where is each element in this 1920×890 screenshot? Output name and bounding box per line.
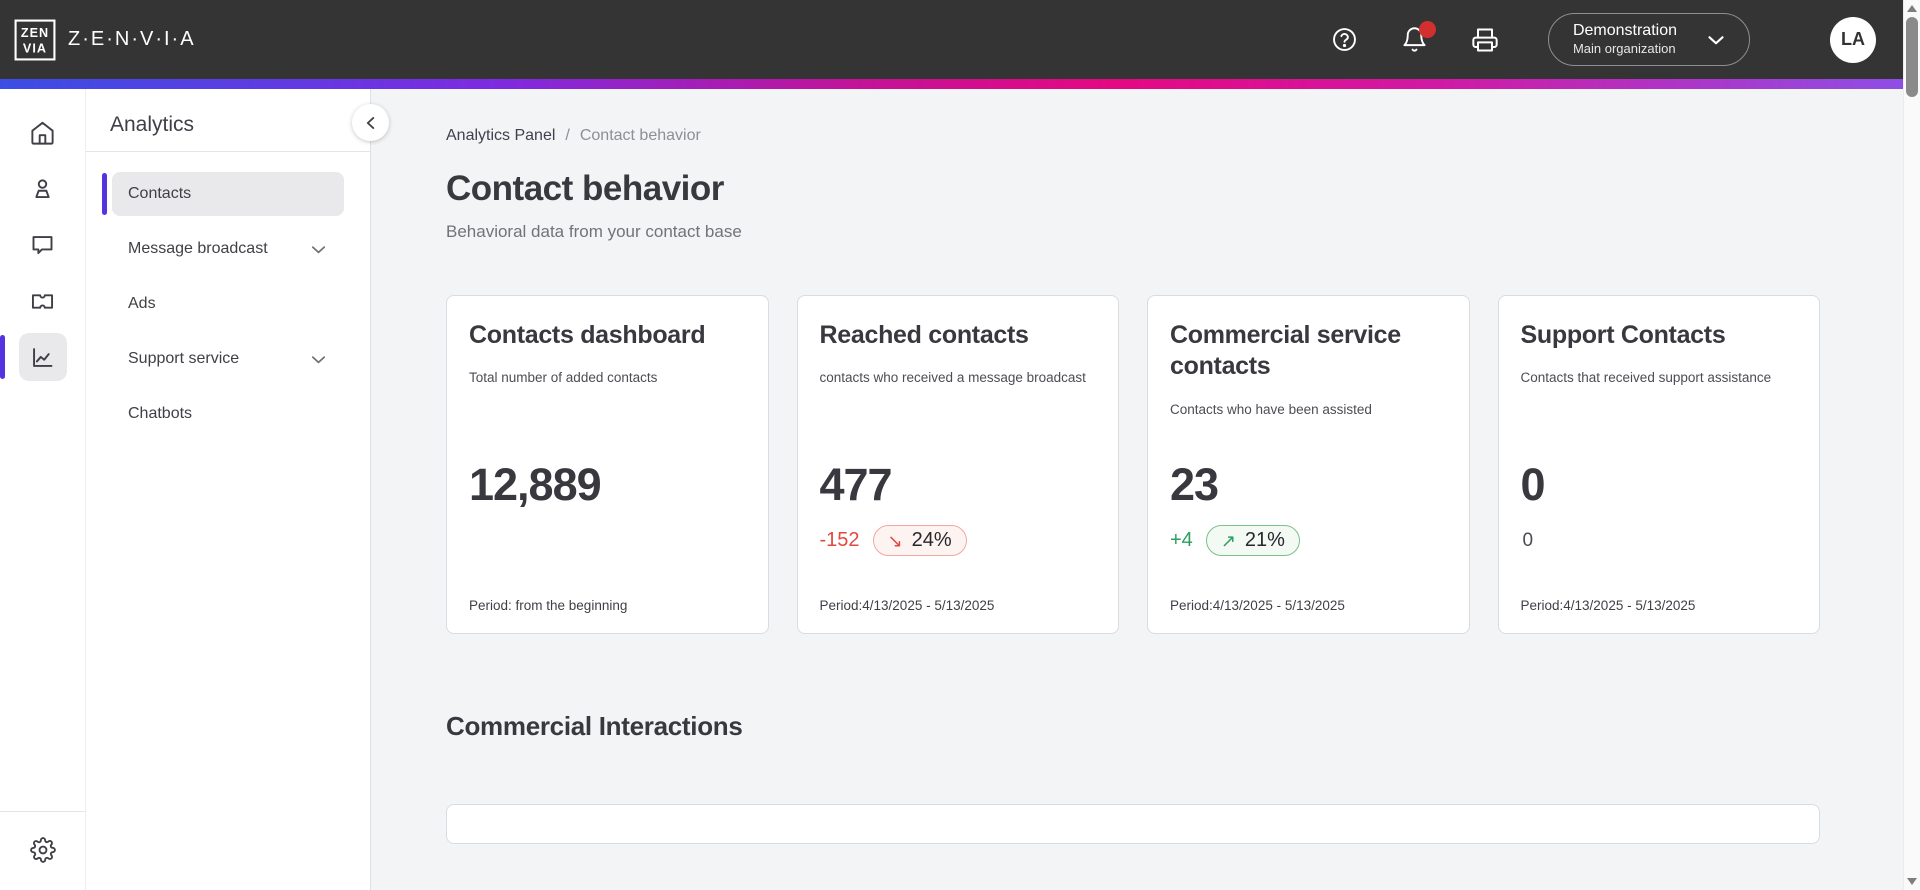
notifications-button[interactable]	[1400, 20, 1436, 55]
card-value: 0	[1520, 459, 1546, 510]
svg-text:ZEN: ZEN	[21, 25, 49, 39]
rail-item-conversations[interactable]	[19, 221, 67, 269]
icon-rail	[0, 89, 85, 890]
zenvia-logo-icon: ZEN VIA	[14, 19, 56, 60]
sidebar-item-label: Ads	[128, 295, 156, 312]
gear-icon	[29, 837, 56, 863]
card-description: contacts who received a message broadcas…	[819, 370, 1086, 386]
org-switcher[interactable]: Demonstration Main organization	[1547, 13, 1750, 66]
kpi-cards-row: Contacts dashboard Total number of added…	[446, 295, 1820, 634]
scrollbar-down-arrow[interactable]	[1907, 878, 1917, 885]
card-title: Support Contacts	[1520, 321, 1726, 349]
commercial-interactions-card	[446, 804, 1820, 844]
brand-wordmark: Z·E·N·V·I·A	[68, 28, 196, 50]
card-value: 477	[819, 459, 893, 510]
delta-percent: 21%	[1244, 529, 1285, 551]
delta-value: -152	[819, 529, 860, 551]
active-indicator	[0, 335, 5, 379]
help-button[interactable]	[1330, 25, 1360, 55]
analytics-sidebar: Analytics Contacts Message broadcast Ads…	[85, 89, 371, 890]
trend-down-icon: ↘	[887, 530, 903, 551]
org-name: Demonstration	[1572, 21, 1677, 39]
trend-badge-positive: ↗ 21%	[1205, 525, 1300, 556]
notification-dot	[1418, 20, 1436, 38]
sidebar-item-message-broadcast[interactable]: Message broadcast	[112, 227, 344, 271]
delta-row: -152 ↘ 24%	[820, 525, 967, 556]
rail-item-contacts[interactable]	[19, 165, 67, 213]
print-button[interactable]	[1470, 25, 1500, 55]
card-contacts-dashboard: Contacts dashboard Total number of added…	[446, 295, 769, 634]
card-description: Total number of added contacts	[469, 370, 658, 386]
chevron-down-icon	[1703, 27, 1729, 53]
trend-up-icon: ↗	[1220, 530, 1236, 551]
delta-row: +4 ↗ 21%	[1170, 525, 1300, 556]
chevron-down-icon	[307, 238, 330, 261]
page-scrollbar[interactable]	[1903, 0, 1920, 890]
ticket-icon	[31, 293, 54, 309]
sidebar-title: Analytics	[110, 113, 195, 136]
rail-item-home[interactable]	[19, 109, 67, 157]
sidebar-collapse-button[interactable]	[352, 104, 389, 141]
scrollbar-up-arrow[interactable]	[1907, 5, 1917, 12]
bell-icon	[1403, 27, 1427, 52]
rail-item-analytics[interactable]	[0, 333, 67, 381]
card-period: Period:4/13/2025 - 5/13/2025	[819, 598, 995, 613]
card-commercial-service-contacts: Commercial service contacts Contacts who…	[1147, 295, 1470, 634]
breadcrumb-current: Contact behavior	[579, 127, 701, 144]
card-description: Contacts who have been assisted	[1170, 401, 1372, 417]
delta-value: +4	[1170, 529, 1193, 551]
avatar-initials: LA	[1841, 29, 1865, 49]
rail-item-settings[interactable]	[19, 826, 67, 874]
brand-gradient-bar	[0, 79, 1920, 89]
card-period: Period: from the beginning	[469, 598, 628, 613]
delta-percent: 24%	[911, 529, 952, 551]
page-subtitle: Behavioral data from your contact base	[446, 222, 742, 241]
card-title: Reached contacts	[819, 321, 1029, 349]
trend-badge-negative: ↘ 24%	[872, 525, 967, 556]
card-period: Period:4/13/2025 - 5/13/2025	[1520, 598, 1696, 613]
divider	[86, 151, 370, 152]
card-description: Contacts that received support assistanc…	[1520, 370, 1772, 386]
selected-indicator	[102, 173, 107, 215]
svg-text:VIA: VIA	[23, 41, 47, 55]
card-value: 23	[1170, 459, 1219, 510]
rail-item-tickets[interactable]	[19, 277, 67, 325]
sidebar-item-label: Message broadcast	[128, 240, 268, 257]
sidebar-item-ads[interactable]: Ads	[112, 282, 344, 326]
section-title-commercial-interactions: Commercial Interactions	[446, 711, 743, 741]
avatar[interactable]: LA	[1830, 16, 1876, 63]
sidebar-item-label: Contacts	[128, 185, 192, 202]
org-subtitle: Main organization	[1572, 41, 1676, 57]
brand-logo: ZEN VIA Z·E·N·V·I·A	[14, 19, 196, 61]
breadcrumb: Analytics Panel / Contact behavior	[446, 127, 1903, 145]
sidebar-item-label: Chatbots	[128, 405, 193, 422]
home-icon	[31, 121, 54, 145]
page-title: Contact behavior	[446, 169, 724, 208]
top-bar: ZEN VIA Z·E·N·V·I·A	[0, 0, 1920, 79]
scrollbar-thumb[interactable]	[1906, 17, 1918, 97]
line-chart-icon	[33, 347, 53, 367]
card-title: Commercial service contacts	[1170, 321, 1401, 381]
sidebar-menu: Contacts Message broadcast Ads Support s…	[86, 152, 370, 436]
printer-icon	[1472, 28, 1498, 51]
person-icon	[35, 178, 50, 198]
chevron-down-icon	[307, 348, 330, 371]
card-value: 12,889	[469, 459, 602, 510]
sidebar-item-chatbots[interactable]: Chatbots	[112, 392, 344, 436]
main-content: Analytics Panel / Contact behavior Conta…	[371, 89, 1903, 890]
breadcrumb-parent-link[interactable]: Analytics Panel	[446, 127, 556, 144]
card-support-contacts: Support Contacts Contacts that received …	[1497, 295, 1820, 634]
help-icon	[1333, 28, 1357, 51]
card-period: Period:4/13/2025 - 5/13/2025	[1170, 598, 1345, 613]
sidebar-item-label: Support service	[128, 350, 240, 367]
card-secondary-value: 0	[1522, 530, 1534, 551]
chevron-left-icon	[366, 116, 374, 129]
rail-bottom	[0, 811, 85, 890]
chat-bubble-icon	[32, 235, 53, 254]
sidebar-item-contacts[interactable]: Contacts	[102, 172, 344, 216]
card-title: Contacts dashboard	[469, 321, 706, 349]
breadcrumb-separator: /	[565, 127, 570, 144]
sidebar-item-support-service[interactable]: Support service	[112, 337, 344, 381]
card-reached-contacts: Reached contacts contacts who received a…	[796, 295, 1119, 634]
